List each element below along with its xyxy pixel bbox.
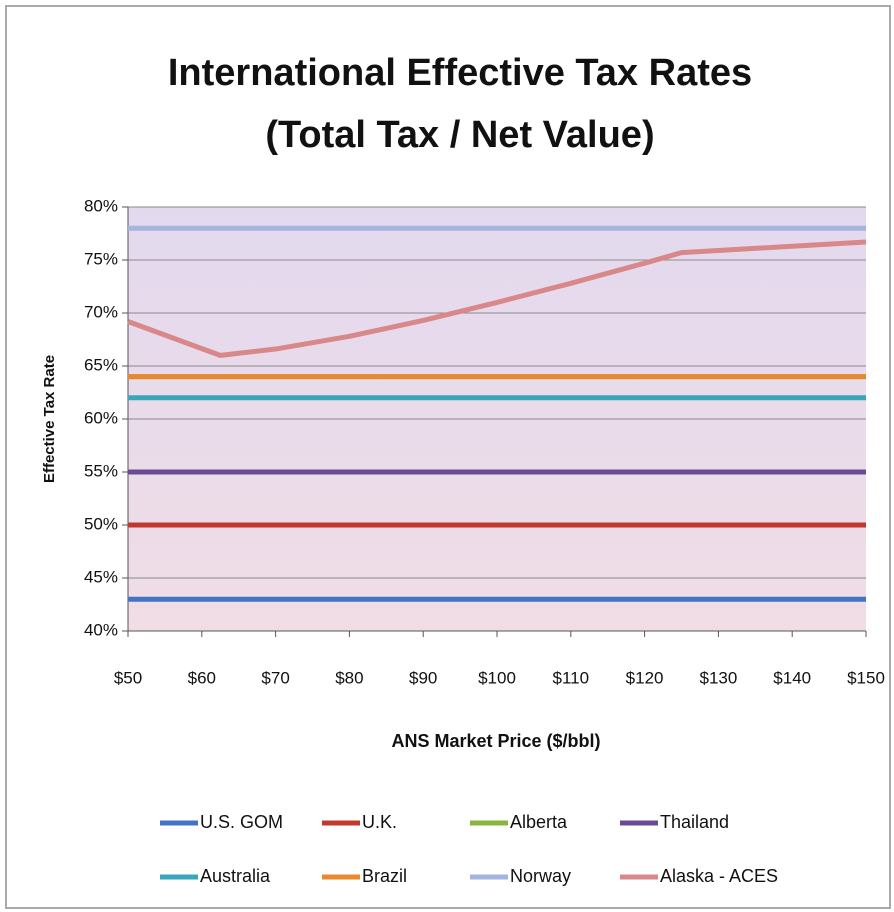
y-tick-label: 70% (84, 302, 118, 321)
y-tick-label: 45% (84, 567, 118, 586)
x-tick-label: $70 (261, 668, 289, 687)
x-tick-label: $140 (773, 668, 811, 687)
y-tick-label: 65% (84, 355, 118, 374)
x-tick-label: $50 (114, 668, 142, 687)
x-tick-label: $100 (478, 668, 516, 687)
x-tick-label: $80 (335, 668, 363, 687)
legend-label: Brazil (362, 866, 407, 886)
chart-title: International Effective Tax Rates (168, 52, 752, 94)
y-tick-label: 60% (84, 408, 118, 427)
legend-label: Thailand (660, 812, 729, 832)
legend-label: Alberta (510, 812, 568, 832)
y-tick-label: 50% (84, 514, 118, 533)
legend-label: Australia (200, 866, 271, 886)
x-tick-label: $130 (699, 668, 737, 687)
legend-label: Alaska - ACES (660, 866, 778, 886)
legend-label: U.S. GOM (200, 812, 283, 832)
y-tick-label: 40% (84, 620, 118, 639)
x-axis-label: ANS Market Price ($/bbl) (391, 731, 600, 751)
x-tick-label: $150 (847, 668, 885, 687)
x-tick-label: $120 (626, 668, 664, 687)
series-line (127, 239, 867, 358)
x-tick-label: $110 (553, 668, 590, 687)
legend-label: U.K. (362, 812, 397, 832)
y-tick-label: 75% (84, 249, 118, 268)
y-tick-label: 55% (84, 461, 118, 480)
legend-label: Norway (510, 866, 571, 886)
y-tick-label: 80% (84, 196, 118, 215)
x-tick-label: $60 (188, 668, 216, 687)
chart-subtitle: (Total Tax / Net Value) (265, 114, 654, 156)
x-tick-label: $90 (409, 668, 437, 687)
y-axis-label: Effective Tax Rate (41, 355, 58, 483)
